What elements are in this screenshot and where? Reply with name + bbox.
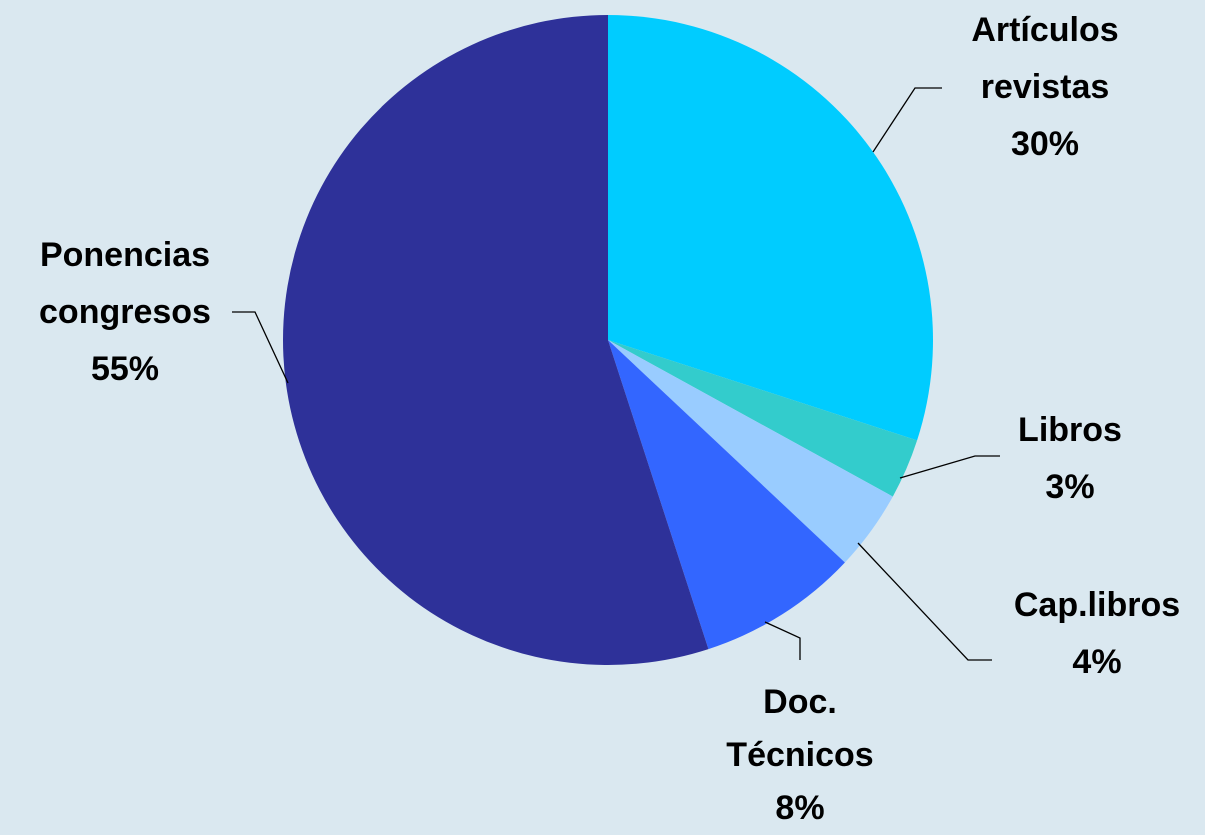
category-label: Libros	[1018, 411, 1122, 449]
pie	[282, 15, 934, 666]
slice-label: Artículos revistas 30%	[940, 2, 1150, 173]
category-label: Cap.libros	[1013, 586, 1181, 624]
category-label: Artículos revistas	[971, 11, 1119, 106]
value-label: 30%	[1010, 125, 1080, 163]
pie-slice	[608, 340, 845, 650]
leader-line	[899, 455, 1000, 479]
pie-slice	[282, 15, 709, 666]
category-label: Doc. Técnicos	[726, 683, 874, 774]
category-label: Ponencias congresos	[39, 236, 211, 331]
slice-label: Libros 3%	[970, 402, 1170, 516]
pie-slice	[608, 340, 893, 563]
leader-line	[232, 311, 289, 384]
slice-label: Cap.libros 4%	[992, 577, 1202, 691]
value-label: 55%	[90, 350, 160, 388]
pie-slice	[608, 340, 918, 497]
value-label: 4%	[1072, 643, 1122, 681]
value-label: 3%	[1045, 468, 1095, 506]
leader-line	[857, 542, 992, 661]
slice-label: Doc. Técnicos 8%	[710, 676, 890, 835]
pie-slice	[608, 15, 934, 441]
slice-label: Ponencias congresos 55%	[5, 227, 245, 398]
leader-line	[764, 621, 801, 660]
leader-line	[872, 87, 942, 153]
value-label: 8%	[775, 789, 825, 827]
